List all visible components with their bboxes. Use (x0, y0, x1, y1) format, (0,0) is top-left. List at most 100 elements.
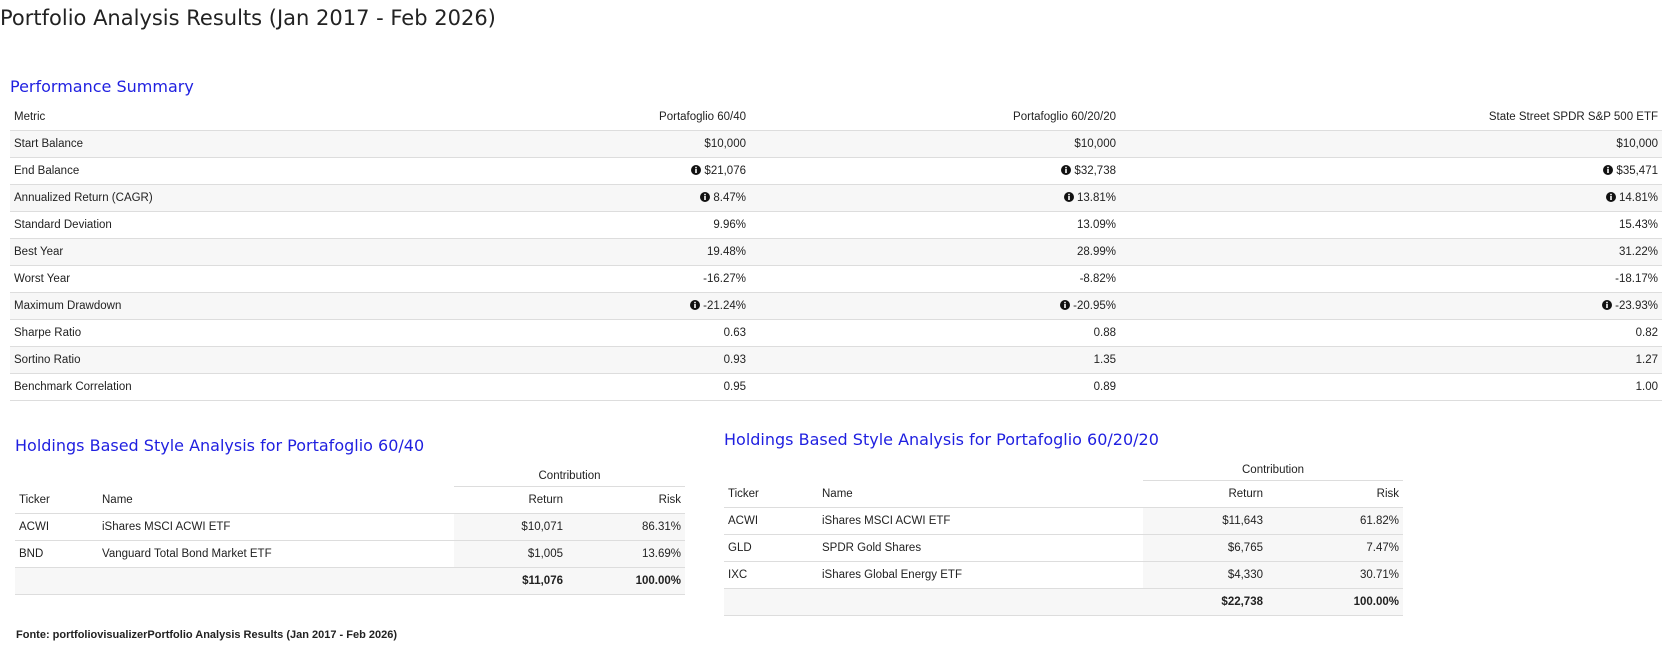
metric-value: 1.35 (750, 346, 1120, 374)
info-icon[interactable] (1603, 165, 1614, 175)
metric-value: 13.81% (750, 184, 1120, 212)
metric-value: 31.22% (1120, 238, 1662, 266)
metric-value: $21,076 (260, 157, 750, 185)
spacer (15, 567, 454, 595)
group-row: Contribution (724, 460, 1404, 481)
metric-row: Maximum Drawdown -21.24% -20.95% -23.93% (10, 292, 1662, 320)
column-header: Metric (10, 104, 260, 131)
metric-value: 8.47% (260, 184, 750, 212)
info-icon[interactable] (1063, 192, 1074, 202)
metric-value: 0.93 (260, 346, 750, 374)
holdings-table: Contribution Ticker Name Return Risk ACWI iSha… (724, 460, 1404, 616)
info-icon[interactable] (691, 165, 702, 175)
metric-value: 19.48% (260, 238, 750, 266)
holding-cell: Vanguard Total Bond Market ETF (98, 540, 454, 568)
spacer (724, 588, 1143, 616)
column-header: Portafoglio 60/40 (260, 104, 750, 131)
holding-cell: iShares MSCI ACWI ETF (818, 507, 1143, 535)
metric-name: Standard Deviation (10, 211, 260, 239)
info-icon[interactable] (1605, 192, 1616, 202)
total-row: $11,076 100.00% (15, 567, 686, 595)
total-row: $22,738 100.00% (724, 588, 1404, 616)
column-header: Name (98, 486, 454, 514)
holding-cell: ACWI (15, 513, 98, 541)
metric-name: Sortino Ratio (10, 346, 260, 374)
metric-value: $10,000 (750, 130, 1120, 158)
holding-cell: $4,330 (1143, 561, 1267, 589)
metric-value: 0.82 (1120, 319, 1662, 347)
metric-value: 9.96% (260, 211, 750, 239)
metric-value: 14.81% (1120, 184, 1662, 212)
holding-cell: iShares MSCI ACWI ETF (98, 513, 454, 541)
metric-value: 0.88 (750, 319, 1120, 347)
metric-value: -16.27% (260, 265, 750, 293)
holding-cell: 61.82% (1267, 507, 1404, 535)
metric-name: Maximum Drawdown (10, 292, 260, 320)
metric-name: Sharpe Ratio (10, 319, 260, 347)
header-row: Ticker Name Return Risk (15, 486, 686, 514)
holding-cell: ACWI (724, 507, 818, 535)
holding-cell: 13.69% (567, 540, 686, 568)
metric-value: -21.24% (260, 292, 750, 320)
page-title: Portfolio Analysis Results (Jan 2017 - F… (0, 6, 496, 30)
metric-value: 1.27 (1120, 346, 1662, 374)
metric-value: -20.95% (750, 292, 1120, 320)
metric-value: 13.09% (750, 211, 1120, 239)
header-row: Ticker Name Return Risk (724, 480, 1404, 508)
info-icon[interactable] (1060, 300, 1071, 310)
footnote: Fonte: portfoliovisualizerPortfolio Anal… (16, 629, 398, 641)
info-icon[interactable] (690, 300, 701, 310)
section-title: Holdings Based Style Analysis for Portaf… (724, 430, 1159, 449)
total-return: $11,076 (454, 567, 567, 595)
metric-row: End Balance $21,076 $32,738 $35,471 (10, 157, 1662, 185)
info-icon[interactable] (700, 192, 711, 202)
metric-row: Standard Deviation 9.96% 13.09% 15.43% (10, 211, 1662, 239)
metric-value: -23.93% (1120, 292, 1662, 320)
metric-row: Sharpe Ratio 0.63 0.88 0.82 (10, 319, 1662, 347)
column-header: Return (1143, 480, 1267, 508)
metric-value: 0.89 (750, 373, 1120, 401)
holding-row: IXC iShares Global Energy ETF $4,330 30.71% (724, 561, 1404, 589)
metric-name: Benchmark Correlation (10, 373, 260, 401)
holding-cell: $6,765 (1143, 534, 1267, 562)
section-title: Performance Summary (10, 77, 194, 96)
metric-row: Start Balance $10,000 $10,000 $10,000 (10, 130, 1662, 158)
info-icon[interactable] (1602, 300, 1613, 310)
metric-row: Best Year 19.48% 28.99% 31.22% (10, 238, 1662, 266)
column-header: Name (818, 480, 1143, 508)
metric-value: $10,000 (1120, 130, 1662, 158)
column-header: Ticker (15, 486, 98, 514)
metric-value: $35,471 (1120, 157, 1662, 185)
metric-value: 28.99% (750, 238, 1120, 266)
metric-row: Benchmark Correlation 0.95 0.89 1.00 (10, 373, 1662, 401)
column-header: Risk (567, 486, 686, 514)
metric-value: 0.95 (260, 373, 750, 401)
holding-row: GLD SPDR Gold Shares $6,765 7.47% (724, 534, 1404, 562)
holding-row: ACWI iShares MSCI ACWI ETF $10,071 86.31% (15, 513, 686, 541)
metric-row: Worst Year -16.27% -8.82% -18.17% (10, 265, 1662, 293)
holding-cell: BND (15, 540, 98, 568)
holding-cell: $1,005 (454, 540, 567, 568)
metric-row: Annualized Return (CAGR) 8.47% 13.81% 14.81… (10, 184, 1662, 212)
metric-name: Worst Year (10, 265, 260, 293)
metric-row: Sortino Ratio 0.93 1.35 1.27 (10, 346, 1662, 374)
group-header: Contribution (1143, 460, 1404, 481)
spacer (724, 460, 1143, 481)
spacer (15, 466, 454, 487)
holding-cell: GLD (724, 534, 818, 562)
column-header: Return (454, 486, 567, 514)
holding-cell: 30.71% (1267, 561, 1404, 589)
holding-row: ACWI iShares MSCI ACWI ETF $11,643 61.82% (724, 507, 1404, 535)
metric-value: 15.43% (1120, 211, 1662, 239)
metric-name: Start Balance (10, 130, 260, 158)
column-header: Portafoglio 60/20/20 (750, 104, 1120, 131)
section-title: Holdings Based Style Analysis for Portaf… (15, 436, 425, 455)
metric-name: End Balance (10, 157, 260, 185)
holding-row: BND Vanguard Total Bond Market ETF $1,005 1… (15, 540, 686, 568)
holding-cell: 86.31% (567, 513, 686, 541)
info-icon[interactable] (1061, 165, 1072, 175)
holding-cell: iShares Global Energy ETF (818, 561, 1143, 589)
holdings-table: Contribution Ticker Name Return Risk ACWI iSha… (15, 466, 686, 595)
